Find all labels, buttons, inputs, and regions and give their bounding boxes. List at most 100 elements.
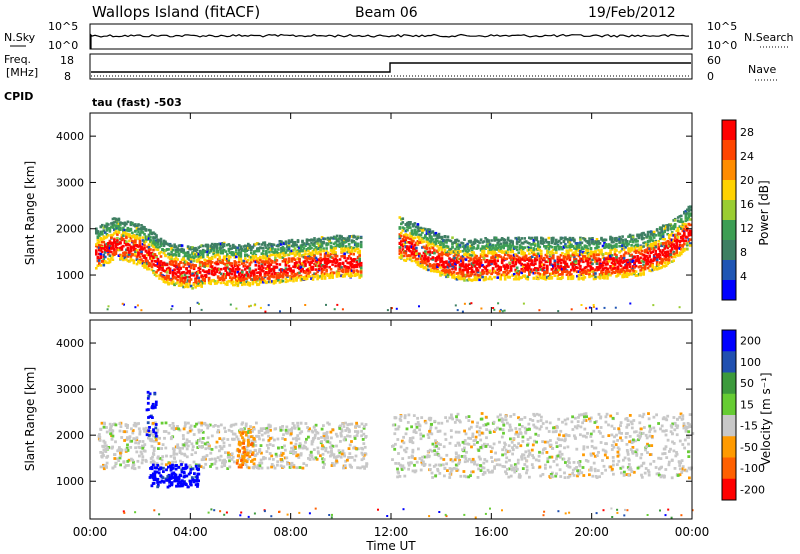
data-point: [418, 235, 421, 239]
data-point: [359, 274, 363, 277]
data-point: [186, 275, 190, 279]
data-point: [161, 266, 164, 270]
data-point: [170, 250, 173, 254]
data-point: [478, 256, 481, 260]
data-point: [439, 258, 442, 261]
data-point: [491, 243, 495, 247]
data-point: [582, 260, 585, 264]
data-point: [120, 237, 124, 241]
data-point: [439, 236, 442, 239]
data-point: [317, 239, 321, 242]
data-point: [427, 264, 430, 268]
data-point: [588, 273, 591, 276]
data-point: [271, 243, 274, 246]
data-point: [487, 249, 490, 253]
data-point: [245, 249, 249, 252]
data-point: [110, 233, 113, 237]
freq-tick-bottom: 8: [64, 70, 71, 83]
data-point: [198, 265, 202, 268]
data-point: [238, 248, 241, 252]
data-point: [645, 242, 648, 246]
data-point: [646, 233, 650, 236]
data-point: [403, 258, 406, 262]
data-point: [556, 277, 560, 280]
data-point: [271, 253, 274, 257]
data-point: [278, 240, 282, 243]
data-point: [268, 257, 271, 261]
data-point: [107, 261, 110, 265]
data-point: [359, 261, 363, 265]
data-point: [511, 264, 514, 267]
data-point: [564, 265, 567, 269]
data-point: [323, 275, 327, 279]
data-point: [585, 245, 588, 248]
data-point: [105, 242, 109, 246]
data-point: [485, 269, 489, 272]
data-point: [421, 227, 424, 231]
data-point: [428, 250, 432, 253]
data-point: [469, 278, 472, 282]
data-point: [434, 265, 438, 268]
data-point: [298, 252, 301, 256]
data-point: [135, 225, 139, 228]
data-point: [622, 271, 626, 275]
data-point: [147, 247, 151, 251]
data-point: [437, 232, 441, 236]
data-point: [207, 259, 211, 263]
data-point: [436, 244, 439, 248]
data-point: [428, 265, 432, 268]
data-point: [403, 251, 406, 254]
data-point: [176, 250, 179, 254]
data-point: [640, 252, 644, 256]
data-point: [125, 258, 128, 261]
data-point: [141, 254, 145, 258]
data-point: [612, 259, 615, 262]
data-point: [562, 270, 566, 273]
data-point: [126, 255, 130, 258]
data-point: [316, 252, 319, 255]
data-point: [198, 256, 202, 260]
data-point: [331, 260, 334, 263]
data-point: [463, 257, 466, 260]
data-point: [600, 236, 603, 240]
data-point: [553, 242, 557, 246]
data-point: [149, 257, 152, 260]
data-point: [427, 244, 430, 247]
data-point: [567, 238, 570, 241]
data-point: [260, 243, 264, 246]
data-point: [298, 266, 301, 270]
data-point: [646, 259, 650, 263]
data-point: [210, 269, 214, 272]
data-point: [248, 270, 252, 274]
data-point: [322, 247, 325, 250]
data-point: [546, 249, 549, 253]
data-point: [257, 264, 261, 268]
data-point: [299, 249, 303, 253]
data-point: [457, 254, 460, 257]
data-point: [194, 249, 197, 253]
data-point: [161, 261, 164, 265]
data-point: [534, 258, 537, 261]
data-point: [446, 263, 450, 266]
data-point: [622, 248, 626, 251]
data-point: [642, 237, 645, 240]
data-point: [226, 254, 229, 257]
data-point: [226, 259, 229, 263]
data-point: [646, 262, 650, 265]
data-point: [180, 249, 184, 253]
data-point: [146, 236, 149, 239]
data-point: [628, 259, 632, 262]
data-point: [221, 276, 224, 279]
data-point: [281, 252, 285, 255]
data-point: [347, 274, 351, 277]
data-point: [517, 237, 520, 240]
data-point: [654, 245, 657, 249]
data-point: [262, 241, 265, 245]
data-point: [241, 247, 244, 251]
data-point: [531, 255, 534, 258]
data-point: [159, 244, 163, 248]
data-point: [138, 255, 142, 258]
data-point: [422, 236, 426, 240]
data-point: [433, 244, 436, 247]
data-point: [409, 226, 412, 229]
